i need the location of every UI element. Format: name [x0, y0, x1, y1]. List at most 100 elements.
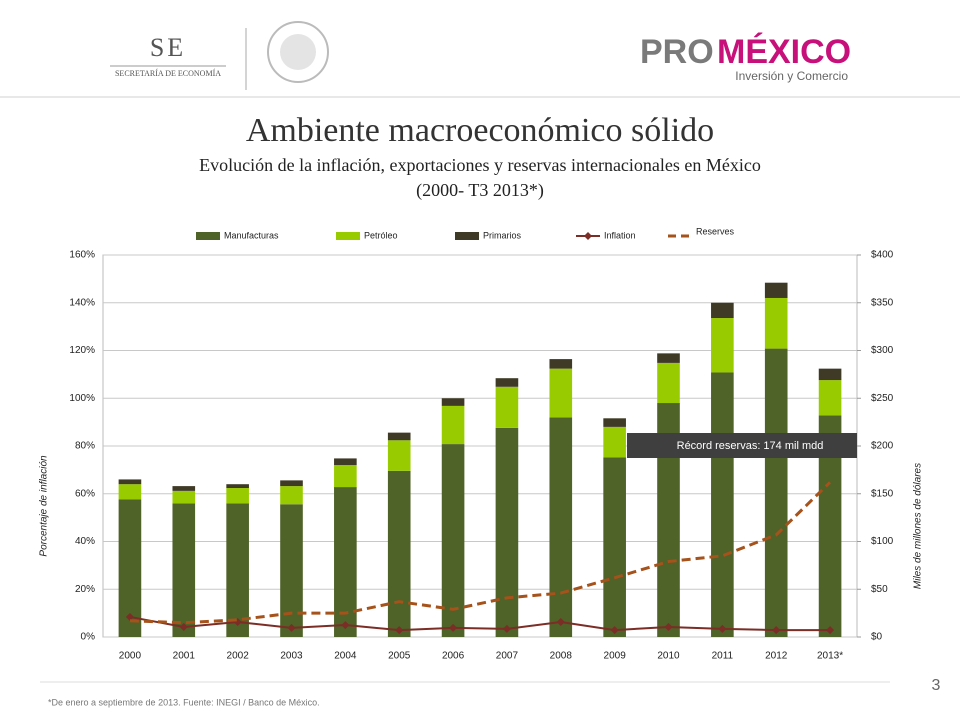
bar-segment — [764, 297, 788, 349]
x-tick-label: 2013* — [817, 651, 843, 662]
y-tick-label: 120% — [69, 345, 95, 356]
slide-title: Ambiente macroeconómico sólido — [246, 112, 714, 149]
y-tick-label: 20% — [75, 584, 95, 595]
bar-segment — [387, 432, 411, 441]
bar-segment — [711, 318, 734, 373]
bar-segment — [226, 488, 249, 504]
bar-segment — [603, 426, 626, 458]
bar-segment — [549, 417, 573, 637]
chart: 0% 20% 40% 60% 80% 100% 120% 140% 160% $0 $50 $100 $… — [39, 226, 924, 661]
legend-swatch — [196, 232, 220, 240]
y2-tick-label: $0 — [871, 632, 883, 643]
y-tick-label: 100% — [69, 393, 95, 404]
line-marker — [395, 626, 404, 635]
bar-segment — [657, 403, 680, 637]
bar-segment — [603, 457, 626, 637]
y-tick-label: 160% — [69, 250, 95, 261]
x-tick-label: 2000 — [119, 651, 142, 662]
annotation-box — [627, 433, 857, 458]
x-tick-label: 2007 — [496, 651, 519, 662]
legend-label: Petróleo — [364, 230, 398, 240]
line-marker — [718, 624, 727, 633]
x-tick-label: 2003 — [280, 651, 303, 662]
slide-subtitle: Evolución de la inflación, exportaciones… — [199, 155, 761, 175]
y2-tick-label: $150 — [871, 488, 894, 499]
bar-segment — [387, 440, 411, 471]
x-tick-label: 2010 — [657, 651, 680, 662]
x-tick-label: 2005 — [388, 651, 411, 662]
y2-tick-label: $400 — [871, 250, 894, 261]
x-tick-label: 2009 — [604, 651, 627, 662]
y-axis-label: Porcentaje de inflación — [39, 455, 50, 557]
bar-segment — [818, 368, 842, 381]
bar-segment — [172, 486, 196, 491]
line-marker — [179, 622, 188, 631]
bar-segment — [657, 353, 680, 363]
y2-tick-label: $250 — [871, 393, 894, 404]
footnote: *De enero a septiembre de 2013. Fuente: … — [48, 697, 320, 707]
bar-segment — [818, 415, 842, 637]
bar-segment — [280, 486, 303, 505]
mexico-logo: MÉXICO — [717, 33, 851, 71]
bar-segment — [764, 282, 788, 298]
line-marker — [826, 626, 835, 635]
legend-swatch — [455, 232, 479, 240]
line-marker — [287, 623, 296, 632]
y2-axis-label: Miles de millones de dólares — [913, 463, 924, 589]
line-marker — [341, 621, 350, 630]
seal — [267, 21, 329, 83]
bar-segment — [334, 458, 357, 466]
line-series — [129, 481, 832, 625]
x-tick-label: 2008 — [550, 651, 573, 662]
bar-segment — [334, 487, 357, 637]
x-tick-label: 2004 — [334, 651, 357, 662]
legend-marker — [584, 232, 592, 240]
y2-tick-label: $350 — [871, 297, 894, 308]
bar-segment — [549, 368, 573, 418]
bar-segment — [172, 490, 196, 504]
bar-segment — [818, 380, 842, 416]
x-tick-label: 2006 — [442, 651, 465, 662]
y-tick-label: 60% — [75, 488, 95, 499]
line-marker — [610, 626, 619, 635]
header-band — [0, 0, 960, 97]
line-marker — [772, 626, 781, 635]
bar-segment — [711, 372, 734, 637]
tagline: Inversión y Comercio — [735, 69, 848, 83]
bar-segment — [495, 427, 519, 637]
y2-tick-label: $50 — [871, 584, 888, 595]
line-marker — [125, 612, 134, 621]
line-marker — [449, 623, 458, 632]
bar-segment — [549, 359, 573, 369]
bar-segment — [711, 302, 734, 319]
line-marker — [556, 617, 565, 626]
bar-segment — [118, 484, 142, 500]
line-series — [129, 615, 831, 632]
x-tick-label: 2011 — [712, 651, 734, 662]
bar-segment — [495, 378, 519, 387]
bar-segment — [441, 405, 465, 445]
y2-tick-label: $300 — [871, 345, 894, 356]
annotation: Récord reservas: 174 mil mdd — [677, 440, 824, 452]
line-marker — [664, 622, 673, 631]
y-tick-label: 0% — [81, 632, 96, 643]
bar-segment — [280, 504, 303, 637]
bar-segment — [280, 480, 303, 487]
bar-segment — [334, 465, 357, 488]
bar-segment — [226, 484, 249, 489]
y-tick-label: 80% — [75, 441, 95, 452]
bar-segment — [118, 499, 142, 637]
y2-tick-label: $100 — [871, 536, 894, 547]
bar-segment — [118, 479, 142, 485]
y-tick-label: 40% — [75, 536, 95, 547]
slide-subtitle: (2000- T3 2013*) — [416, 180, 544, 201]
bar-segment — [603, 418, 626, 427]
se-logo: SE — [150, 33, 186, 62]
legend-label: Primarios — [483, 230, 522, 240]
line-marker — [502, 624, 511, 633]
page-number: 3 — [932, 677, 941, 694]
x-tick-label: 2001 — [173, 651, 196, 662]
y-tick-label: 140% — [69, 297, 95, 308]
legend-label: Reserves — [696, 226, 735, 236]
